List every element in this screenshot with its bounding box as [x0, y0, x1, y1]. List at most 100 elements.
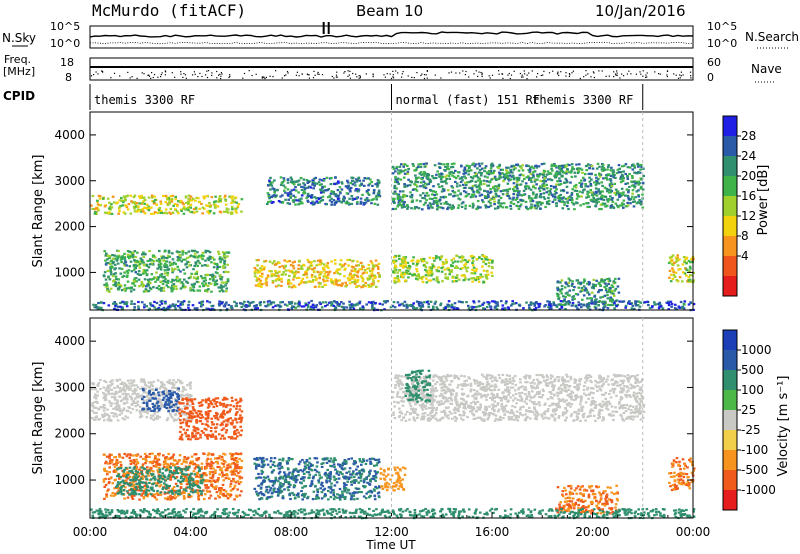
heatmap-cell [636, 304, 640, 307]
heatmap-cell [445, 163, 449, 166]
heatmap-cell [509, 171, 512, 174]
heatmap-cell [167, 382, 171, 385]
heatmap-cell [91, 207, 94, 211]
heatmap-cell [509, 201, 513, 204]
heatmap-cell [116, 201, 119, 204]
heatmap-cell [570, 168, 574, 171]
heatmap-cell [448, 177, 451, 180]
heatmap-cell [277, 274, 280, 277]
heatmap-cell [585, 288, 588, 292]
heatmap-cell [150, 417, 153, 420]
heatmap-cell [612, 294, 616, 297]
heatmap-cell [482, 301, 486, 304]
heatmap-cell [363, 202, 366, 205]
nave-dot [690, 77, 692, 79]
heatmap-cell [400, 272, 403, 275]
heatmap-cell [522, 193, 525, 196]
heatmap-cell [192, 289, 196, 292]
heatmap-cell [399, 169, 403, 172]
nave-dot [481, 72, 483, 74]
heatmap-cell [338, 283, 342, 287]
heatmap-cell [563, 286, 567, 289]
heatmap-cell [125, 401, 129, 404]
heatmap-cell [315, 277, 318, 280]
heatmap-cell [462, 279, 466, 282]
heatmap-cell [618, 167, 621, 170]
heatmap-cell [525, 164, 528, 168]
heatmap-cell [687, 259, 691, 263]
heatmap-cell [475, 186, 479, 189]
nave-dot [131, 76, 133, 78]
heatmap-cell [526, 208, 530, 211]
heatmap-cell [137, 205, 140, 208]
heatmap-cell [105, 252, 108, 255]
heatmap-cell [104, 389, 108, 392]
heatmap-cell [286, 181, 290, 184]
heatmap-cell [157, 391, 160, 394]
heatmap-cell [230, 196, 233, 199]
heatmap-cell [555, 202, 558, 205]
heatmap-cell [629, 302, 632, 305]
heatmap-cell [176, 305, 180, 308]
heatmap-cell [360, 286, 363, 289]
heatmap-cell [444, 276, 447, 279]
heatmap-cell [554, 185, 557, 188]
heatmap-cell [583, 278, 586, 281]
heatmap-cell [156, 379, 160, 382]
heatmap-cell [431, 193, 434, 196]
nave-dot [102, 71, 104, 73]
heatmap-cell [191, 304, 195, 307]
heatmap-cell [305, 270, 308, 273]
heatmap-cell [446, 276, 449, 279]
heatmap-cell [185, 266, 189, 269]
heatmap-cell [361, 264, 364, 267]
heatmap-cell [156, 400, 160, 403]
heatmap-cell [163, 250, 167, 253]
heatmap-cell [425, 162, 428, 165]
nave-dot [261, 76, 263, 78]
heatmap-cell [366, 267, 369, 270]
heatmap-cell [339, 192, 342, 195]
heatmap-cell [414, 168, 418, 171]
heatmap-cell [123, 418, 127, 421]
heatmap-cell [207, 210, 211, 213]
heatmap-cell [545, 187, 549, 190]
heatmap-cell [110, 212, 114, 215]
heatmap-cell [130, 302, 133, 305]
heatmap-cell [219, 284, 223, 287]
heatmap-cell [392, 301, 396, 304]
heatmap-cell [288, 285, 291, 288]
heatmap-cell [134, 255, 137, 259]
heatmap-cell [419, 194, 422, 197]
heatmap-cell [155, 203, 159, 206]
nave-dot [568, 73, 571, 75]
heatmap-cell [334, 306, 338, 310]
heatmap-cell [610, 284, 614, 287]
heatmap-cell [183, 206, 186, 209]
heatmap-cell [376, 185, 379, 188]
heatmap-cell [471, 177, 475, 180]
heatmap-cell [223, 263, 226, 266]
heatmap-cell [573, 208, 576, 211]
heatmap-cell [530, 198, 534, 201]
heatmap-cell [538, 196, 542, 199]
heatmap-cell [534, 204, 537, 207]
heatmap-cell [124, 415, 127, 418]
heatmap-cell [431, 175, 434, 178]
heatmap-cell [436, 170, 439, 173]
heatmap-cell [605, 205, 608, 208]
heatmap-cell [153, 300, 156, 303]
heatmap-cell [273, 179, 276, 182]
heatmap-cell [284, 269, 288, 272]
heatmap-cell [224, 303, 227, 306]
heatmap-cell [167, 410, 170, 413]
heatmap-cell [477, 278, 480, 281]
heatmap-cell [338, 186, 342, 189]
heatmap-cell [278, 265, 282, 269]
heatmap-cell [129, 260, 133, 263]
heatmap-cell [160, 302, 164, 305]
heatmap-cell [543, 185, 546, 188]
heatmap-cell [269, 303, 273, 306]
heatmap-cell [112, 283, 115, 287]
heatmap-cell [187, 300, 191, 303]
